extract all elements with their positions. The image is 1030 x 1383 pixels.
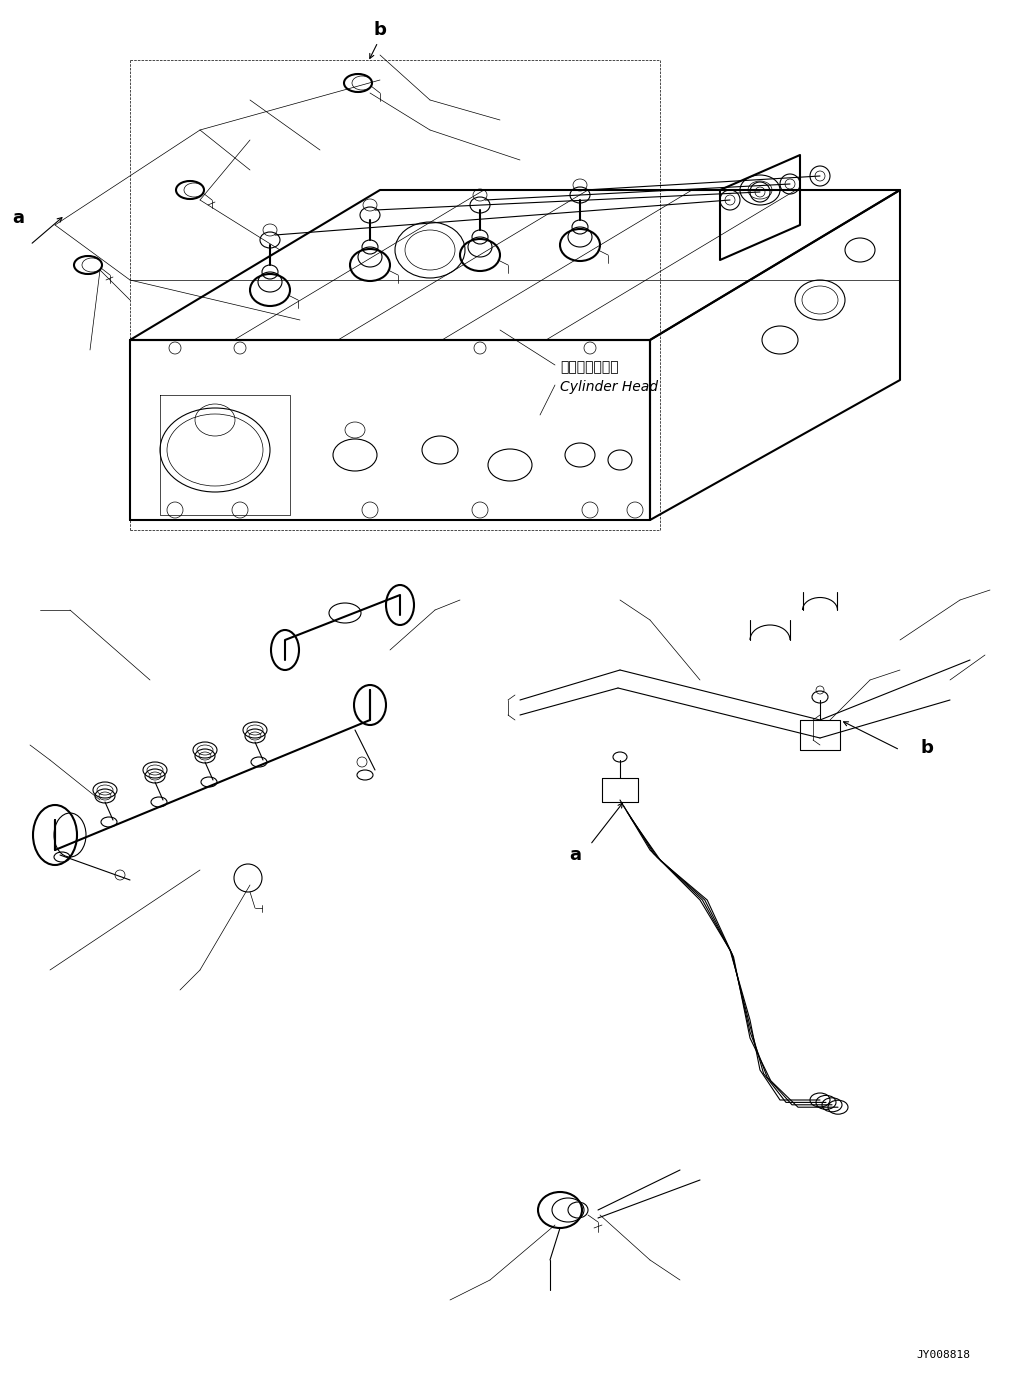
Text: b: b	[920, 739, 933, 757]
Text: Cylinder Head: Cylinder Head	[560, 380, 658, 394]
Text: JY008818: JY008818	[916, 1350, 970, 1359]
Text: a: a	[569, 846, 581, 864]
Text: シリンダヘッド: シリンダヘッド	[560, 360, 619, 373]
Text: a: a	[12, 209, 24, 227]
Text: b: b	[374, 21, 386, 39]
